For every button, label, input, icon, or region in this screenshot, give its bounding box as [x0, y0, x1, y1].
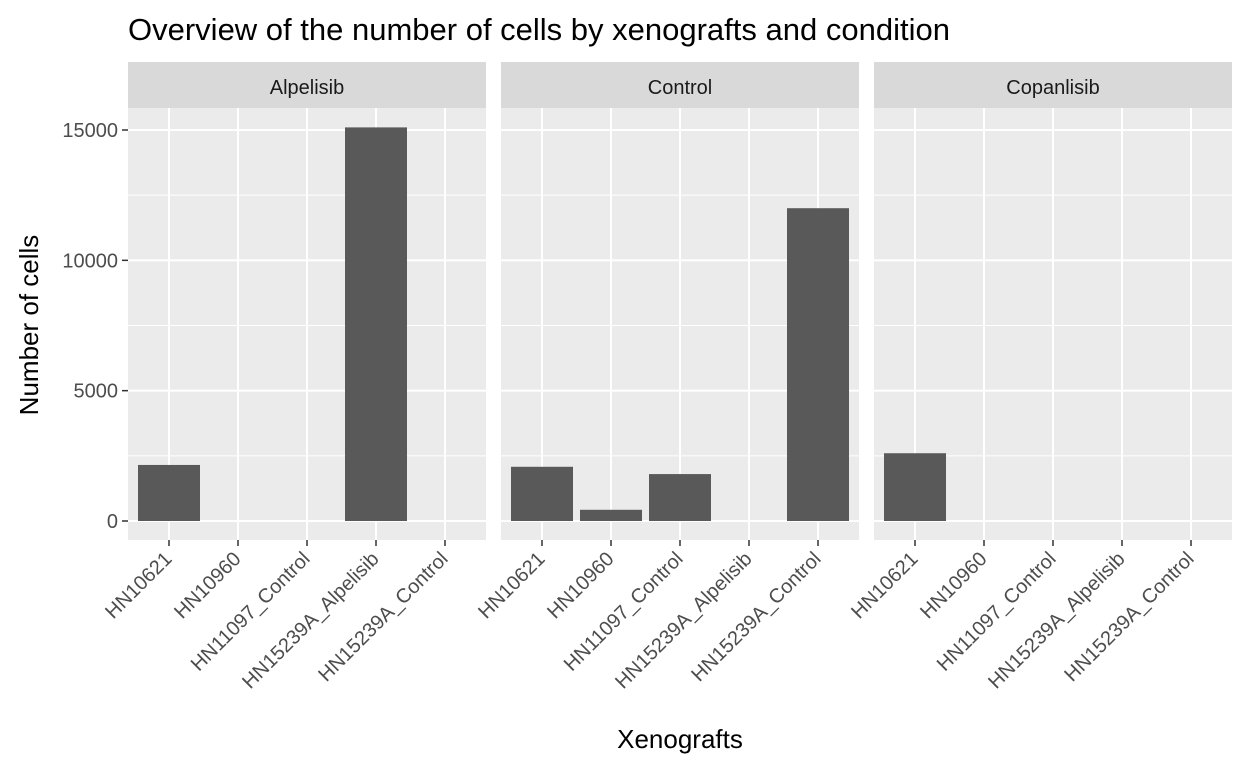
facet-panel-copanlisib: CopanlisibHN10621HN10960HN11097_ControlH… — [847, 62, 1232, 693]
x-tick-label: HN10621 — [847, 548, 922, 623]
facet-panel-control: ControlHN10621HN10960HN11097_ControlHN15… — [474, 62, 859, 693]
facet-strip-label: Alpelisib — [270, 77, 344, 99]
y-axis-title: Number of cells — [14, 235, 44, 416]
bar-alpelisib-hn15239a_alpelisib — [345, 127, 407, 521]
bar-control-hn10960 — [580, 509, 642, 521]
x-tick-label: HN15239A_Alpelisib — [238, 548, 383, 693]
x-tick-label: HN11097_Control — [933, 548, 1061, 676]
facet-strip — [874, 62, 1232, 108]
x-tick-label: HN15239A_Control — [687, 548, 825, 686]
y-tick-label: 0 — [107, 511, 118, 533]
facet-strip — [128, 62, 486, 108]
bar-alpelisib-hn10621 — [138, 464, 200, 521]
x-tick-label: HN15239A_Control — [314, 548, 452, 686]
y-tick-label: 5000 — [74, 381, 119, 403]
x-tick-label: HN10621 — [101, 548, 176, 623]
y-tick-label: 10000 — [62, 250, 118, 272]
facet-strip-label: Copanlisib — [1006, 77, 1099, 99]
x-axis-title: Xenografts — [617, 724, 743, 754]
y-tick-label: 15000 — [62, 120, 118, 142]
x-tick-label: HN11097_Control — [560, 548, 688, 676]
x-tick-label: HN15239A_Control — [1060, 548, 1198, 686]
bar-control-hn11097_control — [649, 474, 711, 521]
facet-strip — [501, 62, 859, 108]
bar-control-hn15239a_control — [787, 208, 849, 521]
x-tick-label: HN15239A_Alpelisib — [611, 548, 756, 693]
chart-title: Overview of the number of cells by xenog… — [128, 12, 950, 47]
facet-panel-alpelisib: AlpelisibHN10621HN10960HN11097_ControlHN… — [101, 62, 486, 693]
plot-area: AlpelisibHN10621HN10960HN11097_ControlHN… — [62, 62, 1232, 693]
facet-strip-label: Control — [648, 77, 712, 99]
x-tick-label: HN15239A_Alpelisib — [984, 548, 1129, 693]
bar-copanlisib-hn10621 — [884, 453, 946, 521]
x-tick-label: HN11097_Control — [187, 548, 315, 676]
x-tick-label: HN10621 — [474, 548, 549, 623]
bar-control-hn10621 — [511, 466, 573, 521]
